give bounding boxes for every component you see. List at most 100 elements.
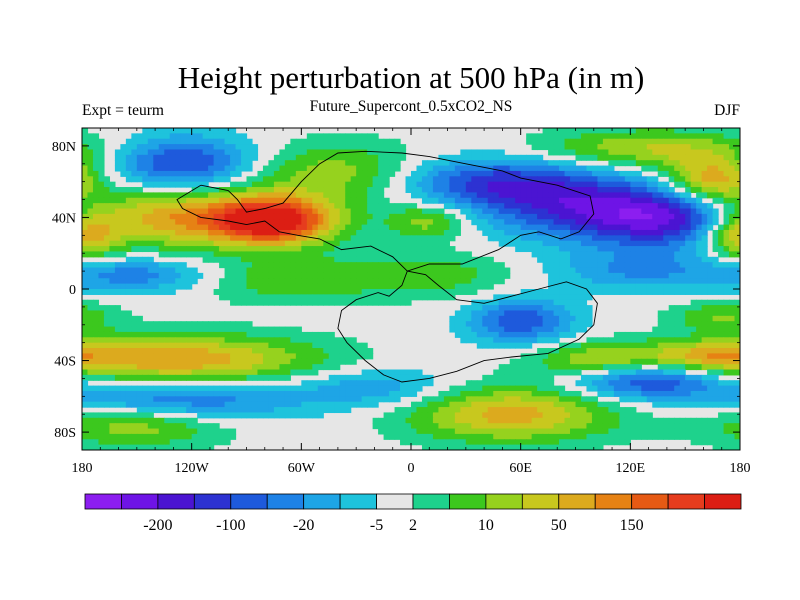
field-cell xyxy=(570,160,577,167)
field-cell xyxy=(685,337,692,344)
field-cell xyxy=(509,374,516,381)
field-cell xyxy=(180,160,187,167)
field-cell xyxy=(707,181,714,188)
field-cell xyxy=(718,358,725,365)
field-cell xyxy=(701,229,708,236)
field-cell xyxy=(361,267,368,274)
field-cell xyxy=(553,358,560,365)
field-cell xyxy=(87,289,94,295)
field-cell xyxy=(707,138,714,145)
field-cell xyxy=(180,267,187,274)
field-cell xyxy=(98,197,105,204)
field-cell xyxy=(559,229,566,236)
field-cell xyxy=(553,396,560,403)
field-cell xyxy=(169,321,176,328)
field-cell xyxy=(246,278,253,285)
field-cell xyxy=(707,144,714,151)
field-cell xyxy=(284,219,291,226)
field-cell xyxy=(454,219,461,226)
field-cell xyxy=(345,289,352,295)
field-cell xyxy=(542,385,549,392)
field-cell xyxy=(438,396,445,403)
field-cell xyxy=(251,203,259,210)
field-cell xyxy=(114,310,121,317)
field-cell xyxy=(701,256,708,263)
field-cell xyxy=(197,374,204,381)
field-cell xyxy=(701,246,708,253)
field-cell xyxy=(136,289,143,295)
field-cell xyxy=(652,240,659,247)
field-cell xyxy=(323,149,330,156)
field-cell xyxy=(411,256,418,263)
field-cell xyxy=(175,246,182,253)
field-cell xyxy=(613,240,620,247)
field-cell xyxy=(394,246,401,253)
field-cell xyxy=(597,342,604,349)
field-cell xyxy=(608,256,615,263)
field-cell xyxy=(284,342,291,349)
field-cell xyxy=(82,133,89,140)
field-cell xyxy=(690,315,697,322)
field-cell xyxy=(668,176,675,183)
field-cell xyxy=(334,165,341,172)
field-cell xyxy=(668,315,675,322)
field-cell xyxy=(679,369,686,376)
field-cell xyxy=(153,321,160,328)
field-cell xyxy=(591,149,599,156)
field-cell xyxy=(548,128,555,134)
field-cell xyxy=(674,246,681,253)
field-cell xyxy=(548,149,555,156)
field-cell xyxy=(312,353,319,360)
field-cell xyxy=(175,326,182,333)
field-cell xyxy=(586,149,593,156)
field-cell xyxy=(82,315,89,322)
field-cell xyxy=(246,369,253,376)
field-cell xyxy=(515,160,522,167)
field-cell xyxy=(334,246,341,253)
field-cell xyxy=(224,353,231,360)
field-cell xyxy=(356,289,363,295)
field-cell xyxy=(295,342,302,349)
field-cell xyxy=(608,138,615,145)
field-cell xyxy=(471,289,478,295)
field-cell xyxy=(136,358,143,365)
field-cell xyxy=(602,283,609,290)
field-cell xyxy=(734,133,740,140)
field-cell xyxy=(679,272,686,279)
field-cell xyxy=(580,380,588,387)
field-cell xyxy=(449,219,456,226)
field-cell xyxy=(284,294,291,301)
field-cell xyxy=(646,385,653,392)
field-cell xyxy=(372,396,379,403)
field-cell xyxy=(531,390,538,397)
field-cell xyxy=(87,213,94,220)
field-cell xyxy=(273,165,280,172)
field-cell xyxy=(87,348,94,354)
field-cell xyxy=(147,246,154,253)
field-cell xyxy=(153,267,160,274)
field-cell xyxy=(164,267,171,274)
field-cell xyxy=(619,154,626,161)
field-cell xyxy=(575,144,582,151)
field-cell xyxy=(526,219,533,226)
field-cell xyxy=(273,358,280,365)
field-cell xyxy=(619,224,626,231)
field-cell xyxy=(438,272,445,279)
field-cell xyxy=(707,192,714,199)
field-cell xyxy=(564,224,571,231)
field-cell xyxy=(361,299,368,306)
field-cell xyxy=(158,208,165,215)
field-cell xyxy=(153,213,160,220)
field-cell xyxy=(279,213,286,220)
field-cell xyxy=(564,272,571,279)
field-cell xyxy=(707,331,714,338)
field-cell xyxy=(564,401,571,408)
field-cell xyxy=(460,262,467,269)
field-cell xyxy=(498,176,505,183)
field-cell xyxy=(685,246,692,253)
field-cell xyxy=(608,353,615,360)
field-cell xyxy=(559,326,566,333)
field-cell xyxy=(635,396,642,403)
field-cell xyxy=(279,160,286,167)
field-cell xyxy=(482,342,489,349)
